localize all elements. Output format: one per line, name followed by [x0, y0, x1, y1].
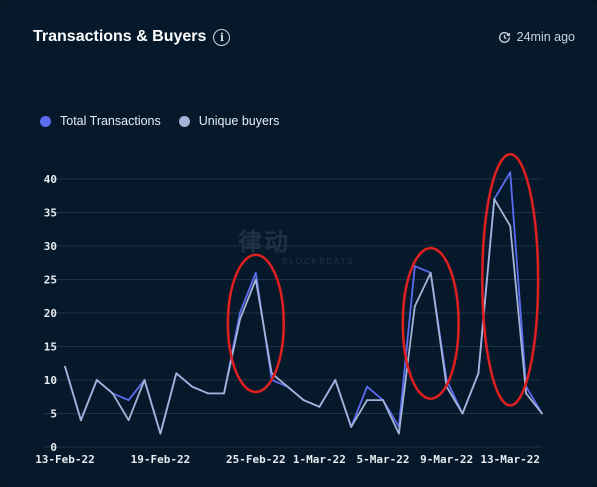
- y-tick-label: 20: [44, 307, 57, 320]
- data-point: [127, 399, 130, 401]
- data-point: [64, 365, 66, 368]
- card-header: Transactions & Buyers i 24min ago: [33, 28, 575, 52]
- data-point: [80, 419, 82, 422]
- x-tick-label: 25-Feb-22: [226, 453, 286, 466]
- data-point: [175, 372, 178, 375]
- chart-legend: Total Transactions Unique buyers: [40, 114, 297, 128]
- info-icon[interactable]: i: [213, 28, 231, 46]
- x-tick-label: 19-Feb-22: [131, 453, 191, 466]
- x-tick-label: 5-Mar-22: [357, 453, 410, 466]
- data-point: [493, 198, 496, 201]
- data-point: [366, 399, 368, 401]
- legend-item-unique-buyers[interactable]: Unique buyers: [178, 114, 280, 128]
- y-tick-label: 10: [44, 374, 57, 387]
- data-point: [127, 419, 130, 422]
- highlight-ellipse: [226, 253, 285, 394]
- x-tick-label: 1-Mar-22: [293, 453, 346, 466]
- x-tick-label: 13-Feb-22: [35, 453, 95, 466]
- data-point: [413, 265, 416, 267]
- data-point: [159, 432, 162, 435]
- data-point: [111, 392, 114, 395]
- legend-dot-total: [40, 115, 51, 127]
- last-updated-text: 24min ago: [516, 30, 575, 44]
- data-point: [239, 318, 241, 321]
- x-tick-label: 9-Mar-22: [420, 453, 473, 466]
- data-point: [286, 385, 289, 388]
- data-point: [191, 385, 194, 388]
- data-point: [477, 372, 480, 375]
- y-tick-label: 30: [44, 240, 57, 253]
- data-point: [429, 271, 432, 274]
- data-point: [509, 225, 512, 227]
- data-point: [207, 392, 210, 395]
- legend-label-unique: Unique buyers: [198, 114, 280, 128]
- data-point: [382, 399, 384, 401]
- clock-refresh-icon: [498, 31, 510, 43]
- data-point: [334, 379, 337, 381]
- series-line-unique-buyers: [64, 198, 543, 435]
- legend-item-total-transactions[interactable]: Total Transactions: [40, 114, 161, 128]
- chart-title-text: Transactions & Buyers: [33, 28, 207, 45]
- y-tick-label: 40: [44, 173, 57, 186]
- y-tick-label: 35: [44, 207, 57, 220]
- y-tick-label: 5: [50, 408, 57, 421]
- data-point: [254, 278, 257, 281]
- y-tick-label: 25: [44, 274, 57, 287]
- chart-title: Transactions & Buyers i: [33, 28, 231, 46]
- data-point: [254, 271, 257, 274]
- y-tick-label: 15: [44, 341, 57, 354]
- data-point: [350, 426, 353, 428]
- data-point: [318, 405, 321, 408]
- data-point: [302, 399, 305, 401]
- x-tick-label: 13-Mar-22: [480, 453, 540, 466]
- data-point: [509, 171, 512, 174]
- legend-label-total: Total Transactions: [60, 114, 161, 128]
- data-point: [366, 385, 368, 388]
- y-tick-label: 0: [50, 441, 57, 454]
- last-updated: 24min ago: [498, 30, 575, 44]
- data-point: [525, 392, 527, 395]
- data-point: [413, 305, 416, 308]
- data-point: [95, 379, 98, 381]
- data-point: [143, 379, 146, 381]
- highlight-ellipse: [401, 246, 460, 400]
- data-point: [461, 412, 464, 415]
- data-point: [270, 372, 273, 375]
- data-point: [398, 432, 400, 435]
- highlight-ellipse: [481, 153, 540, 407]
- data-point: [541, 412, 543, 415]
- data-point: [223, 392, 225, 395]
- legend-dot-unique: [178, 115, 190, 127]
- data-point: [239, 312, 241, 314]
